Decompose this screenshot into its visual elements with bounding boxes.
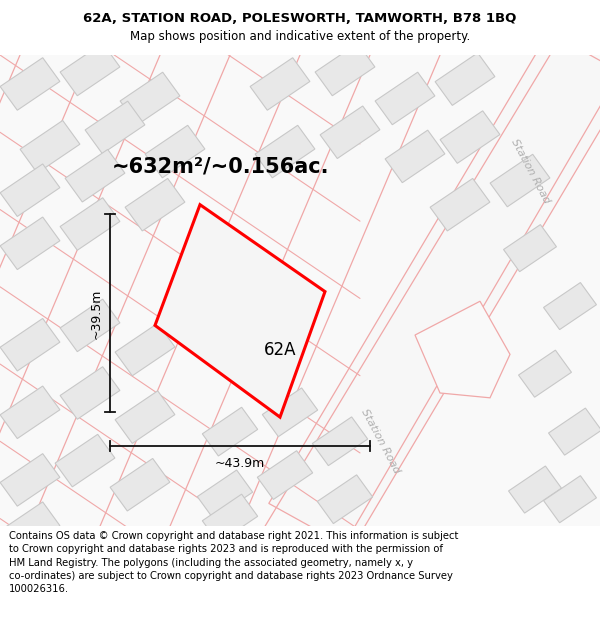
Polygon shape [375,72,435,125]
Polygon shape [320,106,380,159]
Polygon shape [503,224,556,272]
Polygon shape [435,53,495,106]
Polygon shape [197,470,253,519]
Polygon shape [255,125,315,178]
Polygon shape [415,301,510,398]
Polygon shape [0,164,60,216]
Polygon shape [262,388,317,437]
Text: 62A, STATION ROAD, POLESWORTH, TAMWORTH, B78 1BQ: 62A, STATION ROAD, POLESWORTH, TAMWORTH,… [83,12,517,25]
Polygon shape [548,408,600,455]
Polygon shape [55,434,115,487]
Polygon shape [125,178,185,231]
Polygon shape [202,408,257,456]
Text: Map shows position and indicative extent of the property.: Map shows position and indicative extent… [130,30,470,43]
Polygon shape [65,149,125,202]
Polygon shape [145,125,205,178]
Polygon shape [115,391,175,443]
Polygon shape [85,101,145,154]
Polygon shape [60,367,120,419]
Polygon shape [317,475,373,524]
Polygon shape [385,130,445,182]
Polygon shape [60,198,120,250]
Polygon shape [115,323,175,376]
Text: Contains OS data © Crown copyright and database right 2021. This information is : Contains OS data © Crown copyright and d… [9,531,458,594]
Polygon shape [269,32,600,549]
Polygon shape [120,72,180,125]
Polygon shape [20,121,80,173]
Polygon shape [0,217,60,269]
Polygon shape [0,58,60,110]
Polygon shape [60,299,120,352]
Polygon shape [155,204,325,417]
Polygon shape [315,43,375,96]
Text: ~39.5m: ~39.5m [89,288,103,339]
Polygon shape [0,502,60,554]
Polygon shape [490,154,550,207]
Text: Station Road: Station Road [359,408,401,475]
Polygon shape [544,282,596,329]
Polygon shape [60,43,120,96]
Polygon shape [257,451,313,499]
Polygon shape [250,58,310,110]
Text: ~43.9m: ~43.9m [215,457,265,470]
Text: 62A: 62A [264,341,296,359]
Text: Station Road: Station Road [509,137,551,205]
Polygon shape [0,454,60,506]
Text: ~632m²/~0.156ac.: ~632m²/~0.156ac. [111,156,329,176]
Polygon shape [440,111,500,163]
Polygon shape [544,476,596,522]
Polygon shape [0,318,60,371]
Polygon shape [313,417,368,466]
Polygon shape [518,350,571,398]
Polygon shape [430,178,490,231]
Polygon shape [509,466,562,513]
Polygon shape [0,386,60,439]
Polygon shape [110,459,170,511]
Polygon shape [202,494,257,543]
